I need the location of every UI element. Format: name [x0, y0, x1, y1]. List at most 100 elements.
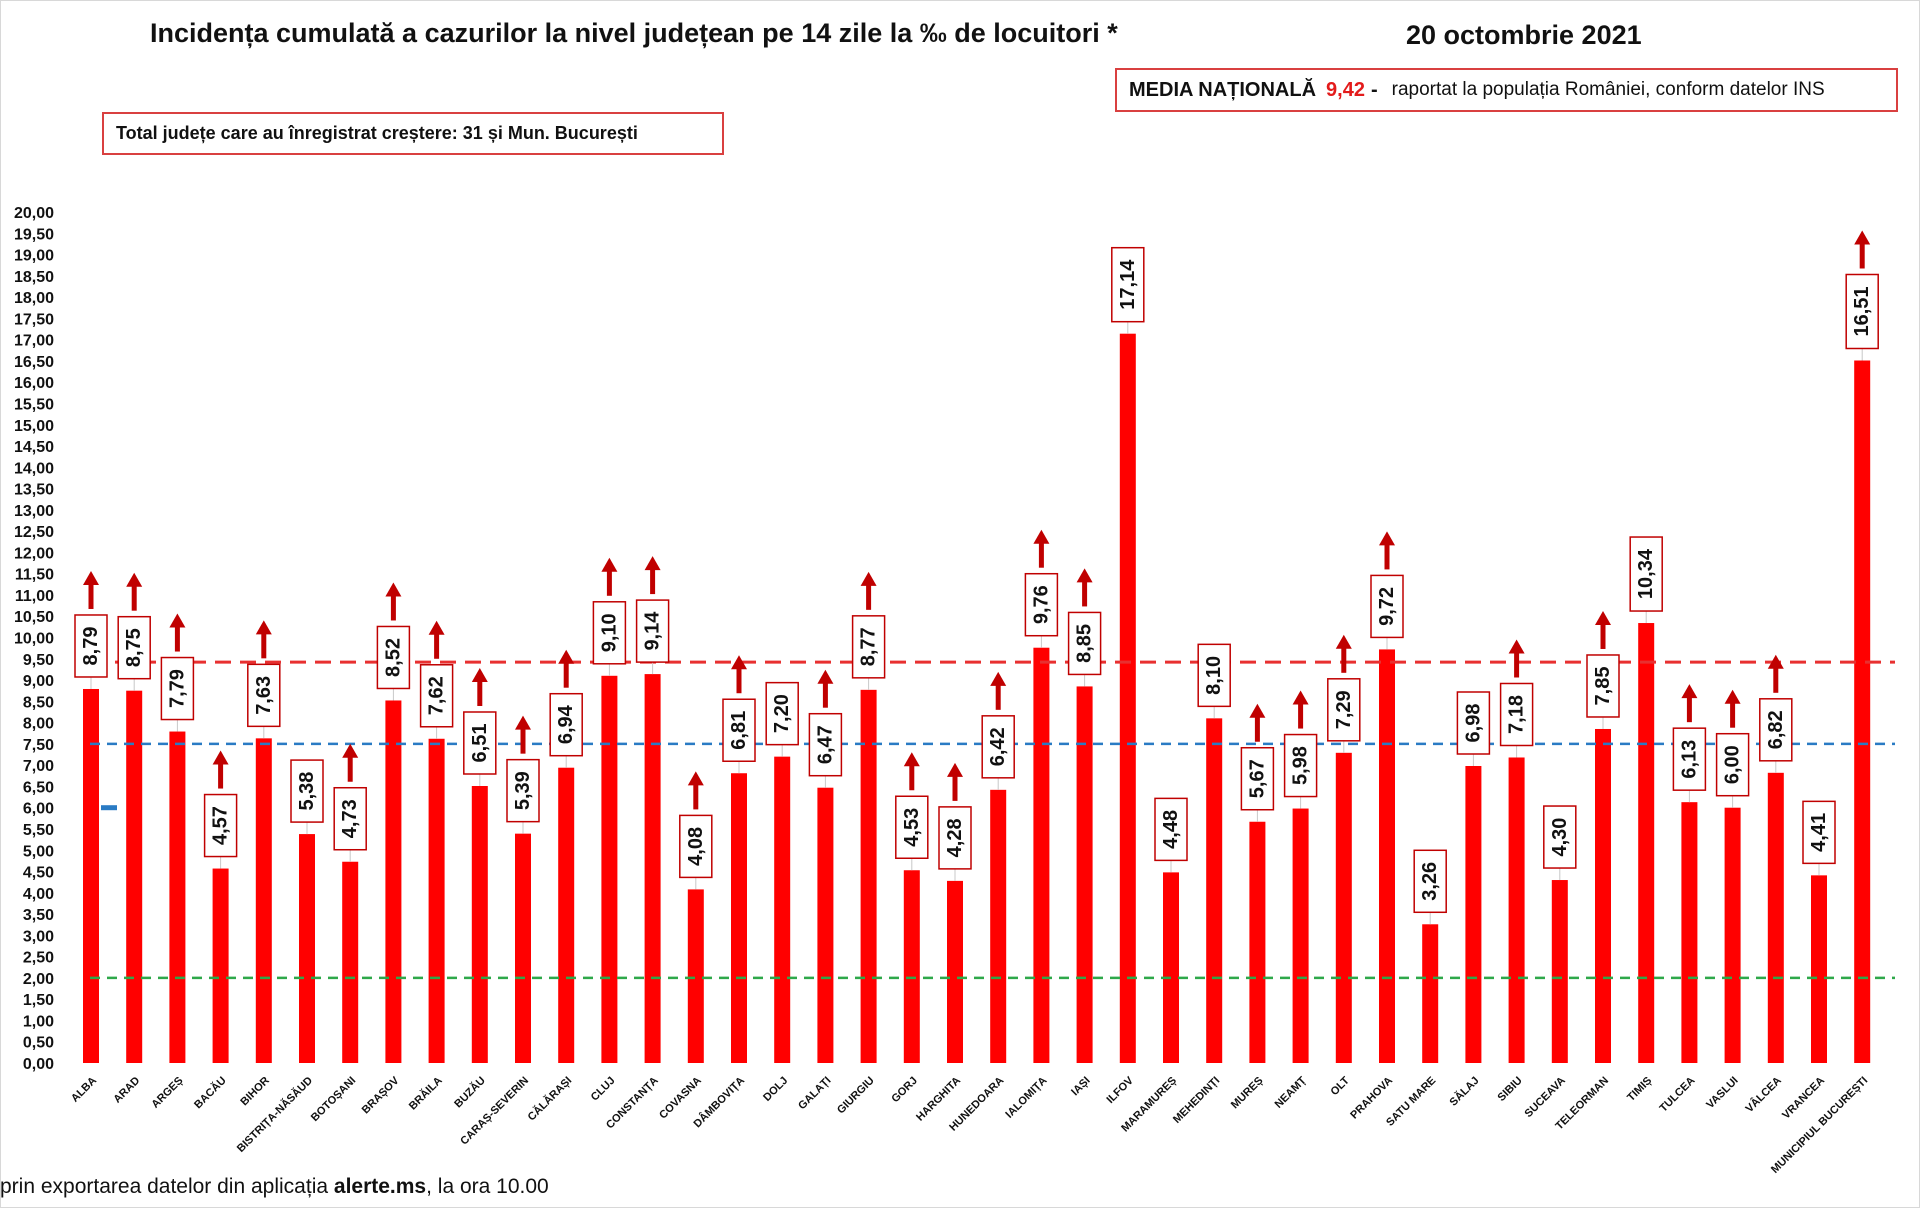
y-tick-label: 16,00 — [14, 375, 54, 392]
value-label: 4,53 — [901, 808, 923, 847]
value-label-box — [333, 786, 367, 851]
value-label: 7,18 — [1506, 695, 1528, 734]
y-tick-label: 10,50 — [14, 609, 54, 626]
increase-arrow-icon — [558, 649, 575, 664]
value-label-box — [851, 615, 886, 679]
y-tick-label: 8,50 — [23, 694, 54, 711]
y-tick-label: 3,00 — [23, 928, 54, 945]
y-tick-label: 6,50 — [23, 779, 54, 796]
national-average-label: MEDIA NAȚIONALĂ — [1129, 78, 1317, 101]
x-category-label: BUZĂU — [452, 1074, 488, 1110]
increase-arrow-icon — [169, 613, 186, 628]
value-label-box — [74, 614, 108, 678]
increase-arrow-icon — [1249, 703, 1266, 718]
footer-prefix: prin exportarea datelor din aplicația — [0, 1175, 329, 1198]
value-label-box — [1024, 572, 1059, 637]
bar — [342, 861, 359, 1063]
bar — [1335, 752, 1352, 1063]
value-label-box — [1240, 746, 1275, 811]
y-tick-label: 18,50 — [14, 269, 54, 286]
bar — [1767, 772, 1784, 1063]
value-label-box — [1499, 682, 1534, 747]
y-tick-label: 13,50 — [14, 482, 54, 499]
bar — [860, 689, 877, 1063]
total-increase-text: Total județe care au înregistrat creșter… — [116, 123, 638, 143]
value-label-box — [1327, 678, 1361, 742]
value-label: 4,57 — [210, 806, 232, 845]
x-category-label: BOTOȘANI — [309, 1075, 358, 1124]
y-tick-label: 1,50 — [23, 992, 54, 1009]
bar — [1724, 807, 1741, 1063]
increase-arrow-icon — [601, 557, 618, 572]
bar — [83, 688, 99, 1063]
value-label-box — [419, 664, 454, 728]
x-category-label: SIBIU — [1495, 1075, 1524, 1104]
footer-note: prin exportarea datelor din aplicația al… — [0, 1175, 549, 1199]
increase-arrow-icon — [1724, 689, 1741, 704]
value-label-box — [895, 795, 929, 859]
y-tick-label: 5,00 — [23, 843, 54, 860]
y-tick-label: 0,50 — [23, 1035, 54, 1052]
x-category-label: IAȘI — [1069, 1075, 1093, 1099]
bar — [1422, 924, 1439, 1063]
value-label: 9,14 — [642, 611, 664, 651]
y-tick-label: 15,50 — [14, 396, 54, 413]
value-label: 6,51 — [469, 724, 491, 763]
value-label-box — [635, 599, 670, 663]
value-label-box — [1759, 698, 1793, 762]
y-tick-label: 13,00 — [14, 503, 54, 520]
value-label: 8,79 — [80, 627, 102, 666]
y-tick-label: 9,00 — [23, 673, 54, 690]
x-category-label: VRANCEA — [1780, 1075, 1827, 1122]
value-label: 6,94 — [555, 704, 577, 744]
value-label-box — [506, 758, 540, 823]
y-tick-label: 4,00 — [23, 886, 54, 903]
y-tick-label: 11,50 — [15, 567, 54, 584]
x-category-label: NEAMȚ — [1273, 1074, 1309, 1110]
x-category-label: GORJ — [889, 1075, 920, 1106]
value-label-box — [1629, 536, 1663, 612]
bar — [990, 789, 1007, 1063]
value-label-box — [1111, 246, 1145, 323]
y-tick-label: 12,00 — [14, 545, 54, 562]
bar — [385, 700, 402, 1063]
x-category-label: ALBA — [69, 1075, 99, 1105]
value-label-box — [592, 601, 627, 665]
value-label-box — [938, 806, 972, 870]
y-tick-label: 16,50 — [14, 354, 54, 371]
y-tick-label: 17,00 — [14, 333, 54, 350]
value-label-box — [1802, 800, 1836, 865]
increase-arrow-icon — [1854, 230, 1871, 245]
increase-arrow-icon — [817, 669, 834, 684]
value-label: 6,13 — [1678, 740, 1700, 779]
x-category-label: TIMIȘ — [1625, 1075, 1654, 1104]
x-category-label: CLUJ — [589, 1075, 618, 1104]
bar — [1595, 728, 1611, 1063]
value-label-box — [765, 681, 799, 746]
bar — [903, 870, 920, 1063]
value-label-box — [1154, 797, 1188, 862]
y-tick-label: 12,50 — [14, 524, 54, 541]
value-label-box — [808, 712, 843, 777]
increase-arrow-icon — [1292, 690, 1309, 705]
value-label: 5,98 — [1290, 746, 1312, 785]
value-label-box — [290, 759, 324, 823]
value-label-box — [376, 625, 411, 690]
value-label-box — [1543, 805, 1577, 869]
x-category-label: COVASNA — [657, 1075, 704, 1122]
y-tick-label: 19,50 — [14, 226, 54, 243]
value-label: 8,85 — [1074, 624, 1096, 663]
value-label-box — [1672, 727, 1707, 791]
value-label: 6,81 — [728, 711, 750, 750]
value-label: 6,82 — [1765, 710, 1787, 749]
bar — [471, 785, 488, 1063]
x-category-label: BRĂILA — [406, 1074, 445, 1113]
y-tick-label: 8,00 — [23, 716, 54, 733]
bar — [558, 767, 575, 1063]
x-category-label: BRAȘOV — [360, 1074, 402, 1116]
y-tick-label: 2,50 — [23, 950, 54, 967]
increase-arrow-icon — [990, 671, 1007, 686]
value-label: 7,79 — [166, 669, 188, 708]
value-label-box — [1370, 574, 1404, 639]
value-label: 17,14 — [1117, 259, 1139, 310]
